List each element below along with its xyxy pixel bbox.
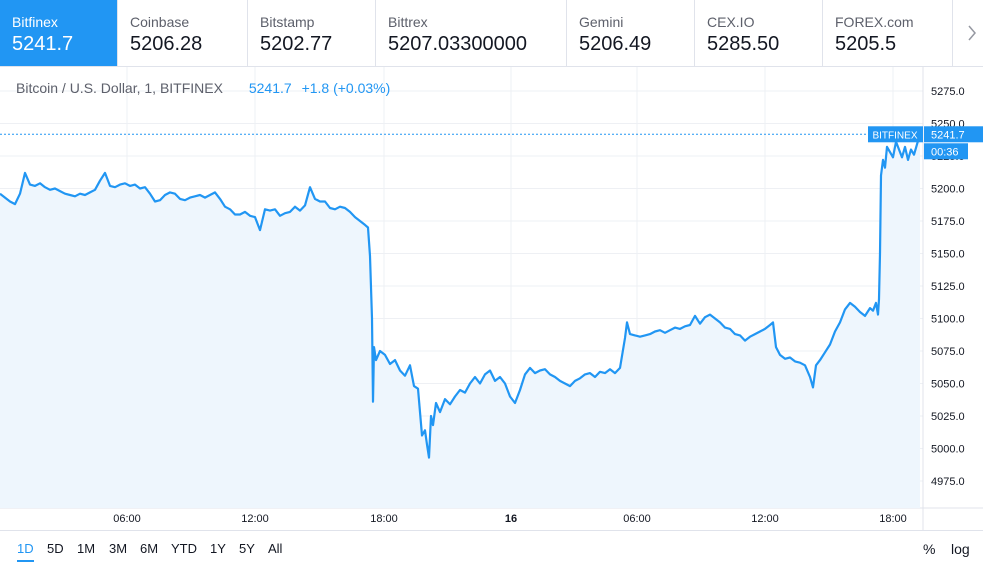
y-tick-label: 5100.0 bbox=[931, 314, 965, 326]
y-tick-label: 5275.0 bbox=[931, 86, 965, 98]
range-button-1m[interactable]: 1M bbox=[77, 541, 96, 556]
last-price-label: 5241.7 bbox=[931, 129, 965, 141]
range-button-ytd[interactable]: YTD bbox=[171, 541, 197, 556]
x-tick-label: 18:00 bbox=[370, 513, 398, 525]
exchange-label-bg bbox=[868, 126, 923, 143]
chart-area[interactable]: 5275.05250.05225.05200.05175.05150.05125… bbox=[0, 67, 983, 530]
log-scale-toggle[interactable]: log bbox=[951, 541, 970, 557]
exchange-tab-bitstamp[interactable]: Bitstamp 5202.77 bbox=[248, 0, 376, 66]
range-button-all[interactable]: All bbox=[268, 541, 283, 556]
range-button-5y[interactable]: 5Y bbox=[239, 541, 255, 556]
x-tick-label: 06:00 bbox=[623, 513, 651, 525]
legend-change: +1.8 (+0.03%) bbox=[301, 80, 391, 96]
range-button-1d[interactable]: 1D bbox=[17, 541, 34, 562]
exchange-name: FOREX.com bbox=[835, 14, 914, 30]
exchange-price: 5205.5 bbox=[835, 33, 897, 55]
exchange-price: 5202.77 bbox=[260, 33, 333, 55]
exchange-tab-gemini[interactable]: Gemini 5206.49 bbox=[567, 0, 695, 66]
scroll-right-button[interactable] bbox=[953, 0, 983, 66]
last-price-label-bg bbox=[924, 126, 983, 143]
price-chart[interactable]: 5275.05250.05225.05200.05175.05150.05125… bbox=[0, 67, 983, 530]
exchange-name: Gemini bbox=[579, 14, 624, 30]
percent-scale-toggle[interactable]: % bbox=[923, 541, 936, 557]
legend-symbol: Bitcoin / U.S. Dollar, 1, BITFINEX bbox=[16, 80, 223, 96]
exchange-tabs: Bitfinex 5241.7 Coinbase 5206.28 Bitstamp 520… bbox=[0, 0, 983, 67]
range-button-3m[interactable]: 3M bbox=[109, 541, 128, 556]
exchange-price: 5285.50 bbox=[707, 33, 780, 55]
y-tick-label: 4975.0 bbox=[931, 476, 965, 488]
y-tick-label: 5200.0 bbox=[931, 184, 965, 196]
exchange-price: 5206.28 bbox=[130, 33, 203, 55]
price-line[interactable] bbox=[0, 133, 922, 459]
range-button-5d[interactable]: 5D bbox=[47, 541, 64, 556]
x-tick-label: 18:00 bbox=[879, 513, 907, 525]
price-area-fill bbox=[0, 134, 920, 509]
exchange-label: BITFINEX bbox=[872, 130, 917, 141]
y-tick-label: 5125.0 bbox=[931, 281, 965, 293]
exchange-name: Bitfinex bbox=[12, 14, 58, 30]
x-tick-label: 12:00 bbox=[751, 513, 779, 525]
exchange-tab-cex-io[interactable]: CEX.IO 5285.50 bbox=[695, 0, 823, 66]
y-tick-label: 5150.0 bbox=[931, 249, 965, 261]
exchange-tab-bitfinex[interactable]: Bitfinex 5241.7 bbox=[0, 0, 118, 66]
countdown-label: 00:36 bbox=[931, 146, 959, 158]
exchange-tab-bittrex[interactable]: Bittrex 5207.03300000 bbox=[376, 0, 567, 66]
y-tick-label: 5075.0 bbox=[931, 346, 965, 358]
exchange-price: 5206.49 bbox=[579, 33, 652, 55]
range-button-1y[interactable]: 1Y bbox=[210, 541, 226, 556]
exchange-price: 5207.03300000 bbox=[388, 33, 528, 55]
exchange-name: Bitstamp bbox=[260, 14, 315, 30]
exchange-name: CEX.IO bbox=[707, 14, 755, 30]
x-tick-label: 12:00 bbox=[241, 513, 269, 525]
exchange-tab-forex-com[interactable]: FOREX.com 5205.5 bbox=[823, 0, 953, 66]
y-tick-label: 5025.0 bbox=[931, 411, 965, 423]
bottom-toolbar: % log 1D 5D 1M 3M 6M YTD 1Y 5Y All bbox=[0, 530, 983, 570]
legend-last-price: 5241.7 bbox=[248, 80, 292, 96]
countdown-label-bg bbox=[924, 143, 968, 160]
exchange-price: 5241.7 bbox=[12, 33, 74, 55]
exchange-name: Bittrex bbox=[388, 14, 428, 30]
x-tick-label: 16 bbox=[505, 513, 517, 525]
exchange-tab-coinbase[interactable]: Coinbase 5206.28 bbox=[118, 0, 248, 66]
y-tick-label: 5050.0 bbox=[931, 379, 965, 391]
y-tick-label: 5000.0 bbox=[931, 444, 965, 456]
x-tick-label: 06:00 bbox=[113, 513, 141, 525]
y-tick-label: 5175.0 bbox=[931, 216, 965, 228]
range-button-6m[interactable]: 6M bbox=[140, 541, 159, 556]
chevron-right-icon bbox=[968, 25, 976, 41]
exchange-name: Coinbase bbox=[130, 14, 190, 30]
chart-legend: Bitcoin / U.S. Dollar, 1, BITFINEX 5241.… bbox=[16, 80, 390, 96]
